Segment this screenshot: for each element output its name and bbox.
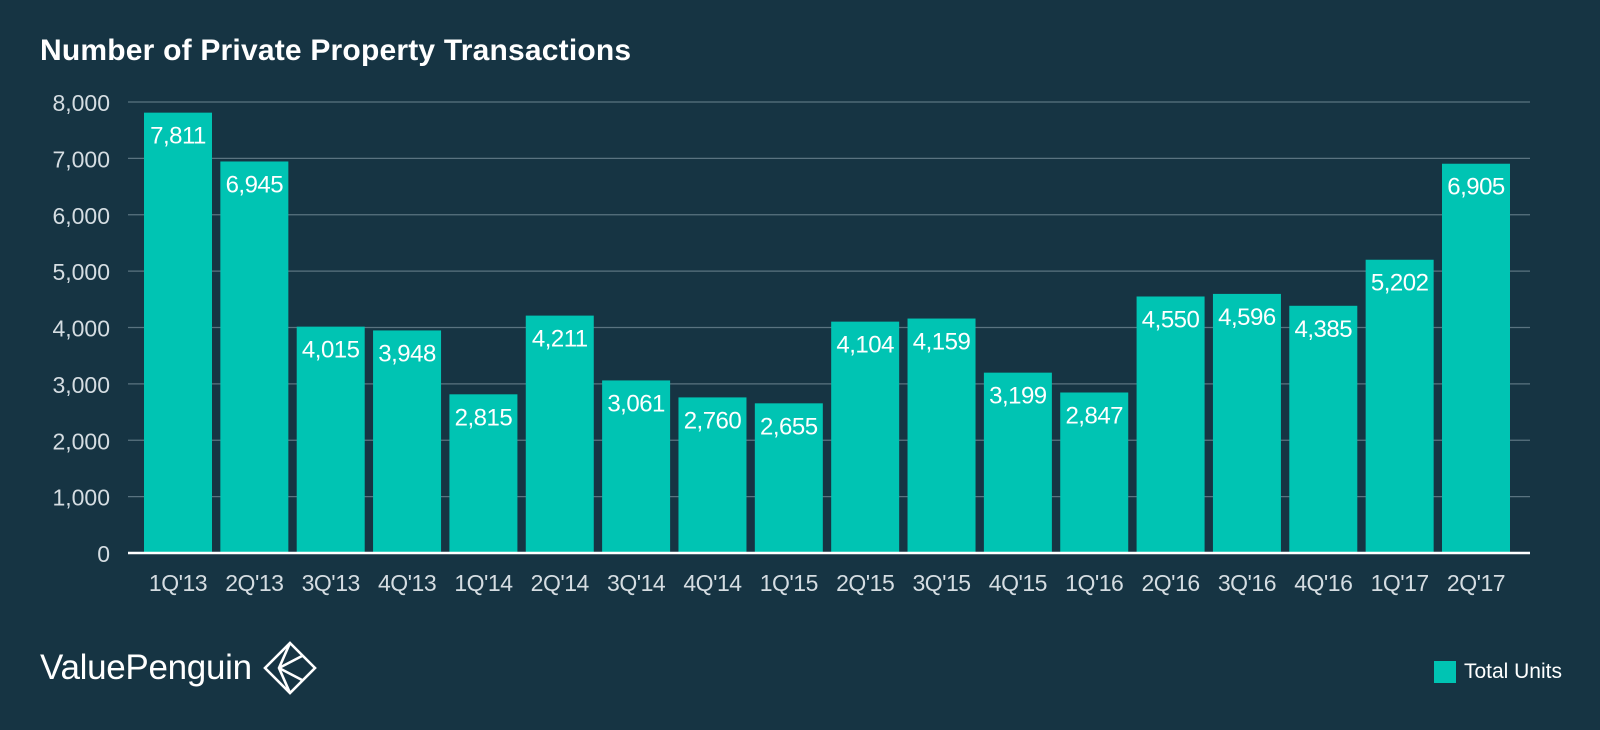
bar bbox=[1442, 163, 1510, 553]
bar bbox=[220, 161, 289, 553]
y-tick-label: 3,000 bbox=[52, 372, 110, 398]
x-tick-label: 1Q'17 bbox=[1371, 570, 1429, 596]
data-label: 4,211 bbox=[532, 326, 588, 353]
data-label: 3,061 bbox=[607, 390, 665, 417]
data-label: 4,596 bbox=[1218, 304, 1276, 331]
x-tick-label: 4Q'16 bbox=[1294, 570, 1352, 596]
x-tick-label: 2Q'13 bbox=[225, 570, 283, 596]
bar bbox=[1212, 293, 1281, 553]
bar bbox=[296, 326, 365, 553]
x-tick-label: 4Q'14 bbox=[683, 570, 742, 596]
legend: Total Units bbox=[1433, 660, 1562, 684]
bar bbox=[1365, 259, 1434, 553]
x-tick-label: 2Q'14 bbox=[531, 570, 590, 596]
x-tick-label: 3Q'15 bbox=[912, 570, 970, 596]
bar-chart: 0 1,000 2,000 3,000 4,000 5,000 6,000 7,000 8,00… bbox=[52, 90, 1530, 596]
bars bbox=[144, 112, 1510, 553]
bar bbox=[1136, 296, 1205, 553]
bar bbox=[983, 372, 1052, 553]
x-tick-label: 1Q'16 bbox=[1065, 570, 1123, 596]
data-label: 2,655 bbox=[760, 413, 818, 440]
x-tick-label: 1Q'13 bbox=[149, 570, 207, 596]
data-label: 4,015 bbox=[302, 337, 360, 364]
data-label: 3,948 bbox=[378, 340, 436, 367]
penguin-diamond-logo-icon bbox=[262, 641, 317, 695]
data-label: 2,760 bbox=[684, 407, 742, 434]
bar bbox=[525, 315, 594, 553]
bar bbox=[754, 403, 823, 553]
x-tick-label: 4Q'15 bbox=[989, 570, 1047, 596]
x-tick-label: 4Q'13 bbox=[378, 570, 436, 596]
y-tick-label: 2,000 bbox=[52, 428, 110, 454]
legend-label: Total Units bbox=[1463, 660, 1562, 683]
bar bbox=[373, 330, 442, 553]
y-tick-label: 5,000 bbox=[52, 259, 110, 285]
data-label: 7,811 bbox=[150, 123, 206, 150]
x-tick-label: 1Q'14 bbox=[454, 570, 513, 596]
bar bbox=[602, 380, 671, 553]
bar bbox=[1060, 392, 1129, 553]
y-tick-label: 0 bbox=[97, 541, 110, 567]
x-tick-label: 3Q'13 bbox=[302, 570, 360, 596]
data-label: 4,385 bbox=[1295, 316, 1353, 343]
brand-logo: ValuePenguin bbox=[40, 640, 318, 696]
data-label: 2,847 bbox=[1065, 403, 1123, 430]
data-label: 2,815 bbox=[455, 404, 513, 431]
data-label: 4,159 bbox=[913, 329, 971, 356]
data-label: 3,199 bbox=[989, 383, 1047, 410]
brand-name: ValuePenguin bbox=[40, 648, 252, 687]
data-label: 6,905 bbox=[1447, 174, 1505, 201]
x-tick-label: 1Q'15 bbox=[760, 570, 818, 596]
x-tick-label: 2Q'16 bbox=[1142, 570, 1200, 596]
y-tick-label: 6,000 bbox=[52, 203, 110, 229]
data-label: 4,550 bbox=[1142, 306, 1200, 333]
y-tick-label: 8,000 bbox=[52, 90, 110, 116]
y-tick-label: 4,000 bbox=[52, 316, 110, 342]
x-tick-label: 2Q'17 bbox=[1447, 570, 1505, 596]
bar bbox=[831, 321, 900, 553]
data-label: 6,945 bbox=[226, 171, 284, 198]
x-tick-label: 3Q'16 bbox=[1218, 570, 1276, 596]
y-tick-label: 7,000 bbox=[52, 146, 110, 172]
x-tick-label: 3Q'14 bbox=[607, 570, 666, 596]
bar bbox=[678, 397, 747, 553]
bar bbox=[144, 112, 212, 553]
y-tick-label: 1,000 bbox=[52, 485, 110, 511]
data-label: 5,202 bbox=[1371, 270, 1429, 297]
bar bbox=[1289, 305, 1358, 553]
legend-swatch bbox=[1433, 661, 1456, 683]
x-axis-ticks: 1Q'13 2Q'13 3Q'13 4Q'13 1Q'14 2Q'14 3Q'14 4Q'14… bbox=[149, 570, 1506, 596]
data-labels: 7,811 6,945 4,015 3,948 2,815 4,211 3,061 2,760… bbox=[150, 123, 1505, 441]
chart-title: Number of Private Property Transactions bbox=[40, 34, 632, 67]
bar bbox=[449, 394, 518, 553]
x-tick-label: 2Q'15 bbox=[836, 570, 894, 596]
data-label: 4,104 bbox=[836, 332, 894, 359]
bar bbox=[907, 318, 976, 553]
y-axis-ticks: 0 1,000 2,000 3,000 4,000 5,000 6,000 7,000 8,00… bbox=[52, 90, 110, 567]
